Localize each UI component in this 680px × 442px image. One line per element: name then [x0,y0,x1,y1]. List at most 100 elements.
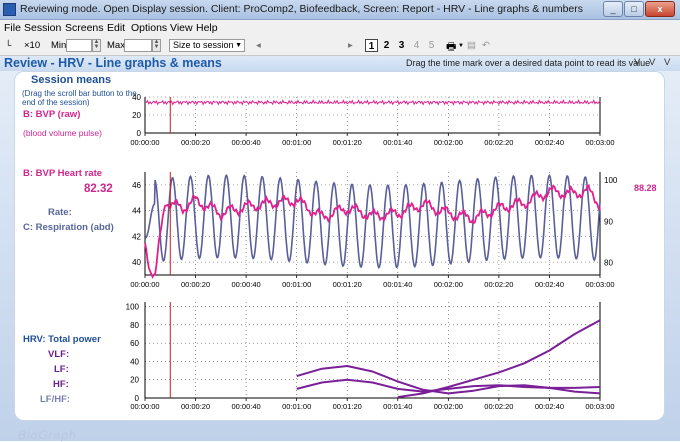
x-tick-label: 00:01:20 [333,138,362,147]
size-select-value: Size to session [173,40,234,50]
bvp-hr-label: B: BVP Heart rate [23,168,103,179]
toolbar: └ ×10 Min ▲ ▼ Max ▲ ▼ Size to session ▼ ◂ … [0,36,680,56]
expand-arrows[interactable]: V V V [634,57,674,68]
menu-screens[interactable]: Screens [65,22,104,34]
close-button[interactable]: x [645,1,675,17]
min-spinner[interactable]: ▲ ▼ [92,39,101,52]
heart-rate-line [144,184,601,279]
y-right-tick-label: 100 [604,176,618,185]
hr-resp-chart: 46 44 42 40 00:00:00 00:00:20 00:00:40 00:01:00… [130,172,618,289]
lfhf-label: LF/HF: [40,394,71,405]
y-tick-label: 20 [130,376,139,385]
respiration-line [144,173,601,270]
print-icon[interactable]: 🖶 [446,41,457,53]
notes-icon[interactable]: ▤ [467,40,476,51]
x-tick-label: 00:02:20 [484,280,513,289]
menu-options[interactable]: Options [131,22,168,34]
min-input[interactable] [66,39,92,52]
y-tick-label: 40 [132,93,141,102]
bvp-raw-label: B: BVP (raw) [23,109,81,120]
y-right-tick-label: 90 [604,217,613,226]
x-tick-label: 00:00:40 [232,138,261,147]
session-means-label: Session means [31,74,112,86]
bvp-raw-sub: (blood volume pulse) [23,128,102,138]
x-tick-label: 00:02:20 [484,402,513,411]
hrv-chart: 100 80 60 40 20 000:00:00 00:00:20 00:00:40 00:0… [126,302,615,411]
hr-value: 82.32 [84,183,113,195]
hrv-hf-line [397,319,601,399]
x-tick-label: 00:01:00 [282,402,311,411]
y-tick-label: 40 [130,357,139,366]
page-2-button[interactable]: 2 [383,40,390,51]
x-tick-label: 00:02:40 [535,402,564,411]
respiration-label: C: Respiration (abd) [23,222,114,233]
y-tick-label: 100 [126,303,140,312]
print-menu-chevron-icon[interactable]: ▼ [458,43,464,49]
title-bar: Reviewing mode. Open Display session. Cl… [0,0,680,20]
undo-icon[interactable]: ↶ [482,40,490,51]
x-tick-label: 00:00:20 [181,402,210,411]
menu-help[interactable]: Help [196,22,218,34]
hrv-total-label: HRV: Total power [23,334,101,345]
y-tick-label: 20 [132,111,141,120]
x-tick-label: 00:03:00 [585,138,614,147]
window-title: Reviewing mode. Open Display session. Cl… [20,3,583,15]
max-label: Max [107,40,125,51]
page-4-button[interactable]: 4 [413,40,420,51]
lf-label: LF: [54,364,69,375]
x-tick-label: 00:02:40 [535,280,564,289]
page-5-button[interactable]: 5 [428,40,435,51]
x-tick-label: 00:02:20 [484,138,513,147]
x-tick-label: 00:01:00 [282,280,311,289]
hint-text: Drag the time mark over a desired data p… [406,58,651,68]
y-tick-label: 80 [130,321,139,330]
x-tick-label: 00:01:40 [383,138,412,147]
y-tick-label: 60 [130,339,139,348]
vlf-label: VLF: [48,349,70,360]
x-tick-label: 00:00:00 [130,138,159,147]
y-tick-label: 0 [137,129,142,138]
page-3-button[interactable]: 3 [398,40,405,51]
app-icon [3,3,16,16]
x-tick-label: 00:02:40 [535,138,564,147]
x-tick-label: 00:00:40 [232,402,261,411]
menu-view[interactable]: View [170,22,193,34]
size-select[interactable]: Size to session ▼ [169,39,245,52]
max-spinner[interactable]: ▲ ▼ [152,39,161,52]
zoom-bracket-icon[interactable]: └ [5,40,12,50]
y-tick-label: 40 [132,258,141,267]
max-input[interactable] [124,39,152,52]
x-tick-label: 00:00:00 [130,402,159,411]
y-tick-label: 0 [135,394,140,403]
hrv-lf-line [296,378,601,393]
hf-label: HF: [53,379,69,390]
x-tick-label: 00:01:20 [333,402,362,411]
chevron-down-icon: ▼ [235,42,242,49]
zoom-label[interactable]: ×10 [24,40,41,51]
y-tick-label: 42 [132,232,141,241]
scroll-right-icon[interactable]: ▸ [348,40,353,51]
minimize-button[interactable]: _ [603,1,623,17]
x-tick-label: 00:00:20 [181,280,210,289]
scroll-left-icon[interactable]: ◂ [256,40,261,51]
biograph-logo: BioGraph [18,428,77,442]
bvp-raw-chart: 40 20 000:00:00 00:00:20 00:00:40 00:01:00 00:… [130,93,614,147]
instruction-text: (Drag the scroll bar button to the end o… [22,89,137,107]
y-tick-label: 44 [132,207,141,216]
x-tick-label: 00:01:20 [333,280,362,289]
x-tick-label: 00:01:40 [383,280,412,289]
maximize-button[interactable]: □ [624,1,644,17]
x-tick-label: 00:00:40 [232,280,261,289]
min-label: Min [51,40,67,51]
menu-edit[interactable]: Edit [107,22,126,34]
menu-session[interactable]: Session [24,22,62,34]
x-tick-label: 00:03:00 [585,402,614,411]
y-tick-label: 46 [132,181,141,190]
x-tick-label: 00:03:00 [585,280,614,289]
bvp-raw-line [145,99,601,106]
page-1-button[interactable]: 1 [365,39,378,52]
menu-file[interactable]: File [4,22,21,34]
x-tick-label: 00:02:00 [434,280,463,289]
x-tick-label: 00:02:00 [434,402,463,411]
